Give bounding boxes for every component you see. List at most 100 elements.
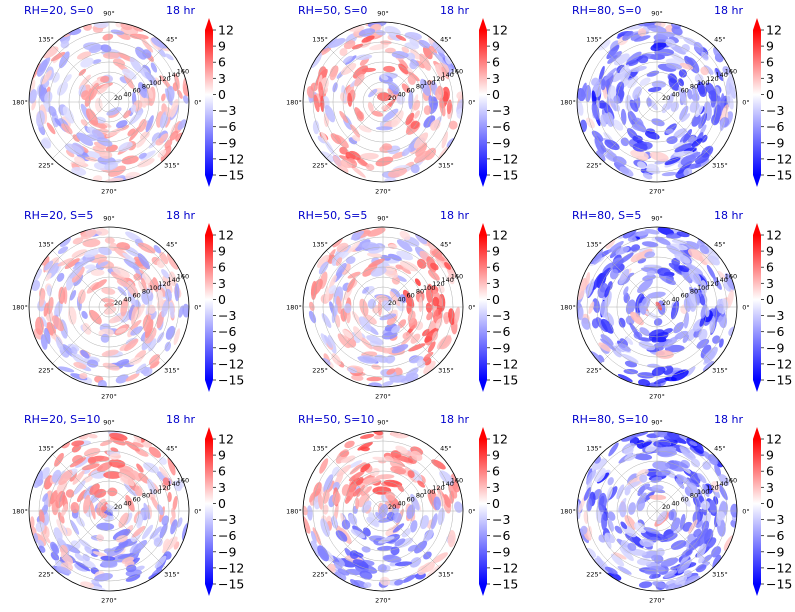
field-blob [410, 164, 420, 174]
field-blob [149, 278, 159, 291]
radial-tick-label: 60 [407, 87, 415, 95]
field-blob [433, 52, 448, 66]
field-blob [339, 48, 348, 56]
field-blob [670, 517, 681, 532]
radial-tick-label: 60 [681, 496, 689, 504]
field-blob [350, 230, 365, 240]
colorbar-tick-label: −9 [218, 340, 236, 355]
panel-time-label: 18 hr [714, 209, 743, 222]
field-blob [401, 147, 411, 157]
field-blob [140, 150, 156, 161]
colorbar [479, 235, 487, 380]
field-blob [410, 48, 420, 60]
field-blob [376, 474, 395, 480]
field-blob [423, 351, 434, 360]
field-blob [637, 28, 647, 37]
field-blob [367, 298, 377, 309]
field-blob [317, 492, 324, 510]
field-blob [620, 137, 630, 147]
angle-tick-label: 225° [586, 570, 602, 578]
field-blob [624, 515, 637, 530]
colorbar-tick-label: −3 [492, 308, 510, 323]
angular-grid-line [108, 306, 166, 364]
colorbar-tick-label: 0 [218, 292, 226, 307]
field-blob [58, 51, 70, 69]
field-blob [632, 86, 642, 100]
radial-tick-label: 100 [423, 79, 435, 87]
field-blob [83, 447, 101, 457]
colorbar [205, 235, 213, 380]
colorbar-extend-min [205, 380, 213, 392]
field-blob [31, 280, 41, 291]
field-blob [443, 315, 450, 325]
field-blob [677, 78, 685, 87]
field-blob [702, 483, 710, 498]
field-blob [91, 279, 107, 291]
angle-tick-label: 180° [560, 304, 576, 312]
field-blob [407, 470, 415, 478]
angle-tick-label: 90° [103, 419, 115, 427]
field-blob [394, 561, 413, 567]
field-blob [678, 86, 687, 106]
field-blob [35, 316, 44, 335]
field-blob [598, 65, 605, 83]
radial-tick-label: 160 [177, 476, 189, 484]
field-blob [600, 334, 614, 346]
field-blob [150, 62, 158, 73]
colorbar-tick-label: −9 [766, 544, 784, 559]
field-blob [377, 92, 391, 102]
field-blob [644, 568, 658, 575]
field-blob [366, 376, 383, 382]
field-blob [402, 574, 417, 583]
field-blob [372, 456, 391, 462]
field-blob [686, 477, 700, 488]
radial-tick-label: 80 [690, 288, 698, 296]
field-blob [671, 369, 689, 382]
field-blob [324, 335, 333, 348]
field-blob [412, 100, 421, 111]
field-blob [73, 480, 86, 495]
angular-grid-line [656, 45, 714, 103]
angle-tick-label: 225° [38, 570, 54, 578]
field-blob [697, 472, 707, 484]
field-blob [380, 75, 389, 81]
field-blob [591, 130, 604, 142]
field-blob [668, 510, 675, 521]
field-blob [347, 92, 353, 107]
panel-title: RH=50, S=0 [298, 4, 368, 17]
field-blob [335, 262, 347, 277]
field-blob [630, 149, 649, 160]
field-blob [651, 331, 669, 343]
angle-tick-label: 135° [312, 36, 328, 44]
field-blob [370, 467, 380, 477]
field-blob [84, 264, 95, 269]
field-blob [58, 286, 66, 304]
field-blob [410, 333, 421, 344]
field-blob [351, 43, 364, 50]
colorbar [753, 30, 761, 175]
field-blob [340, 62, 357, 76]
field-blob [40, 334, 48, 350]
field-blob [140, 84, 148, 92]
field-blob [597, 39, 611, 51]
field-blob [112, 528, 131, 541]
field-blob [142, 315, 152, 332]
field-blob [376, 126, 393, 131]
field-blob [343, 303, 352, 314]
field-blob [402, 332, 410, 340]
colorbar-tick-label: 9 [766, 39, 774, 54]
colorbar-tick-label: −15 [492, 373, 518, 388]
field-blob [117, 553, 136, 559]
field-blob [631, 124, 647, 132]
field-blob [368, 382, 383, 387]
field-blob [379, 313, 397, 321]
field-blob [650, 42, 667, 51]
radial-tick-label: 120 [432, 280, 444, 288]
field-blob [600, 78, 606, 91]
angle-tick-label: 270° [375, 188, 391, 196]
field-blob [604, 112, 615, 127]
field-blob [74, 156, 86, 166]
field-blob [57, 257, 74, 267]
radial-tick-label: 120 [158, 484, 170, 492]
field-blob [689, 441, 698, 447]
